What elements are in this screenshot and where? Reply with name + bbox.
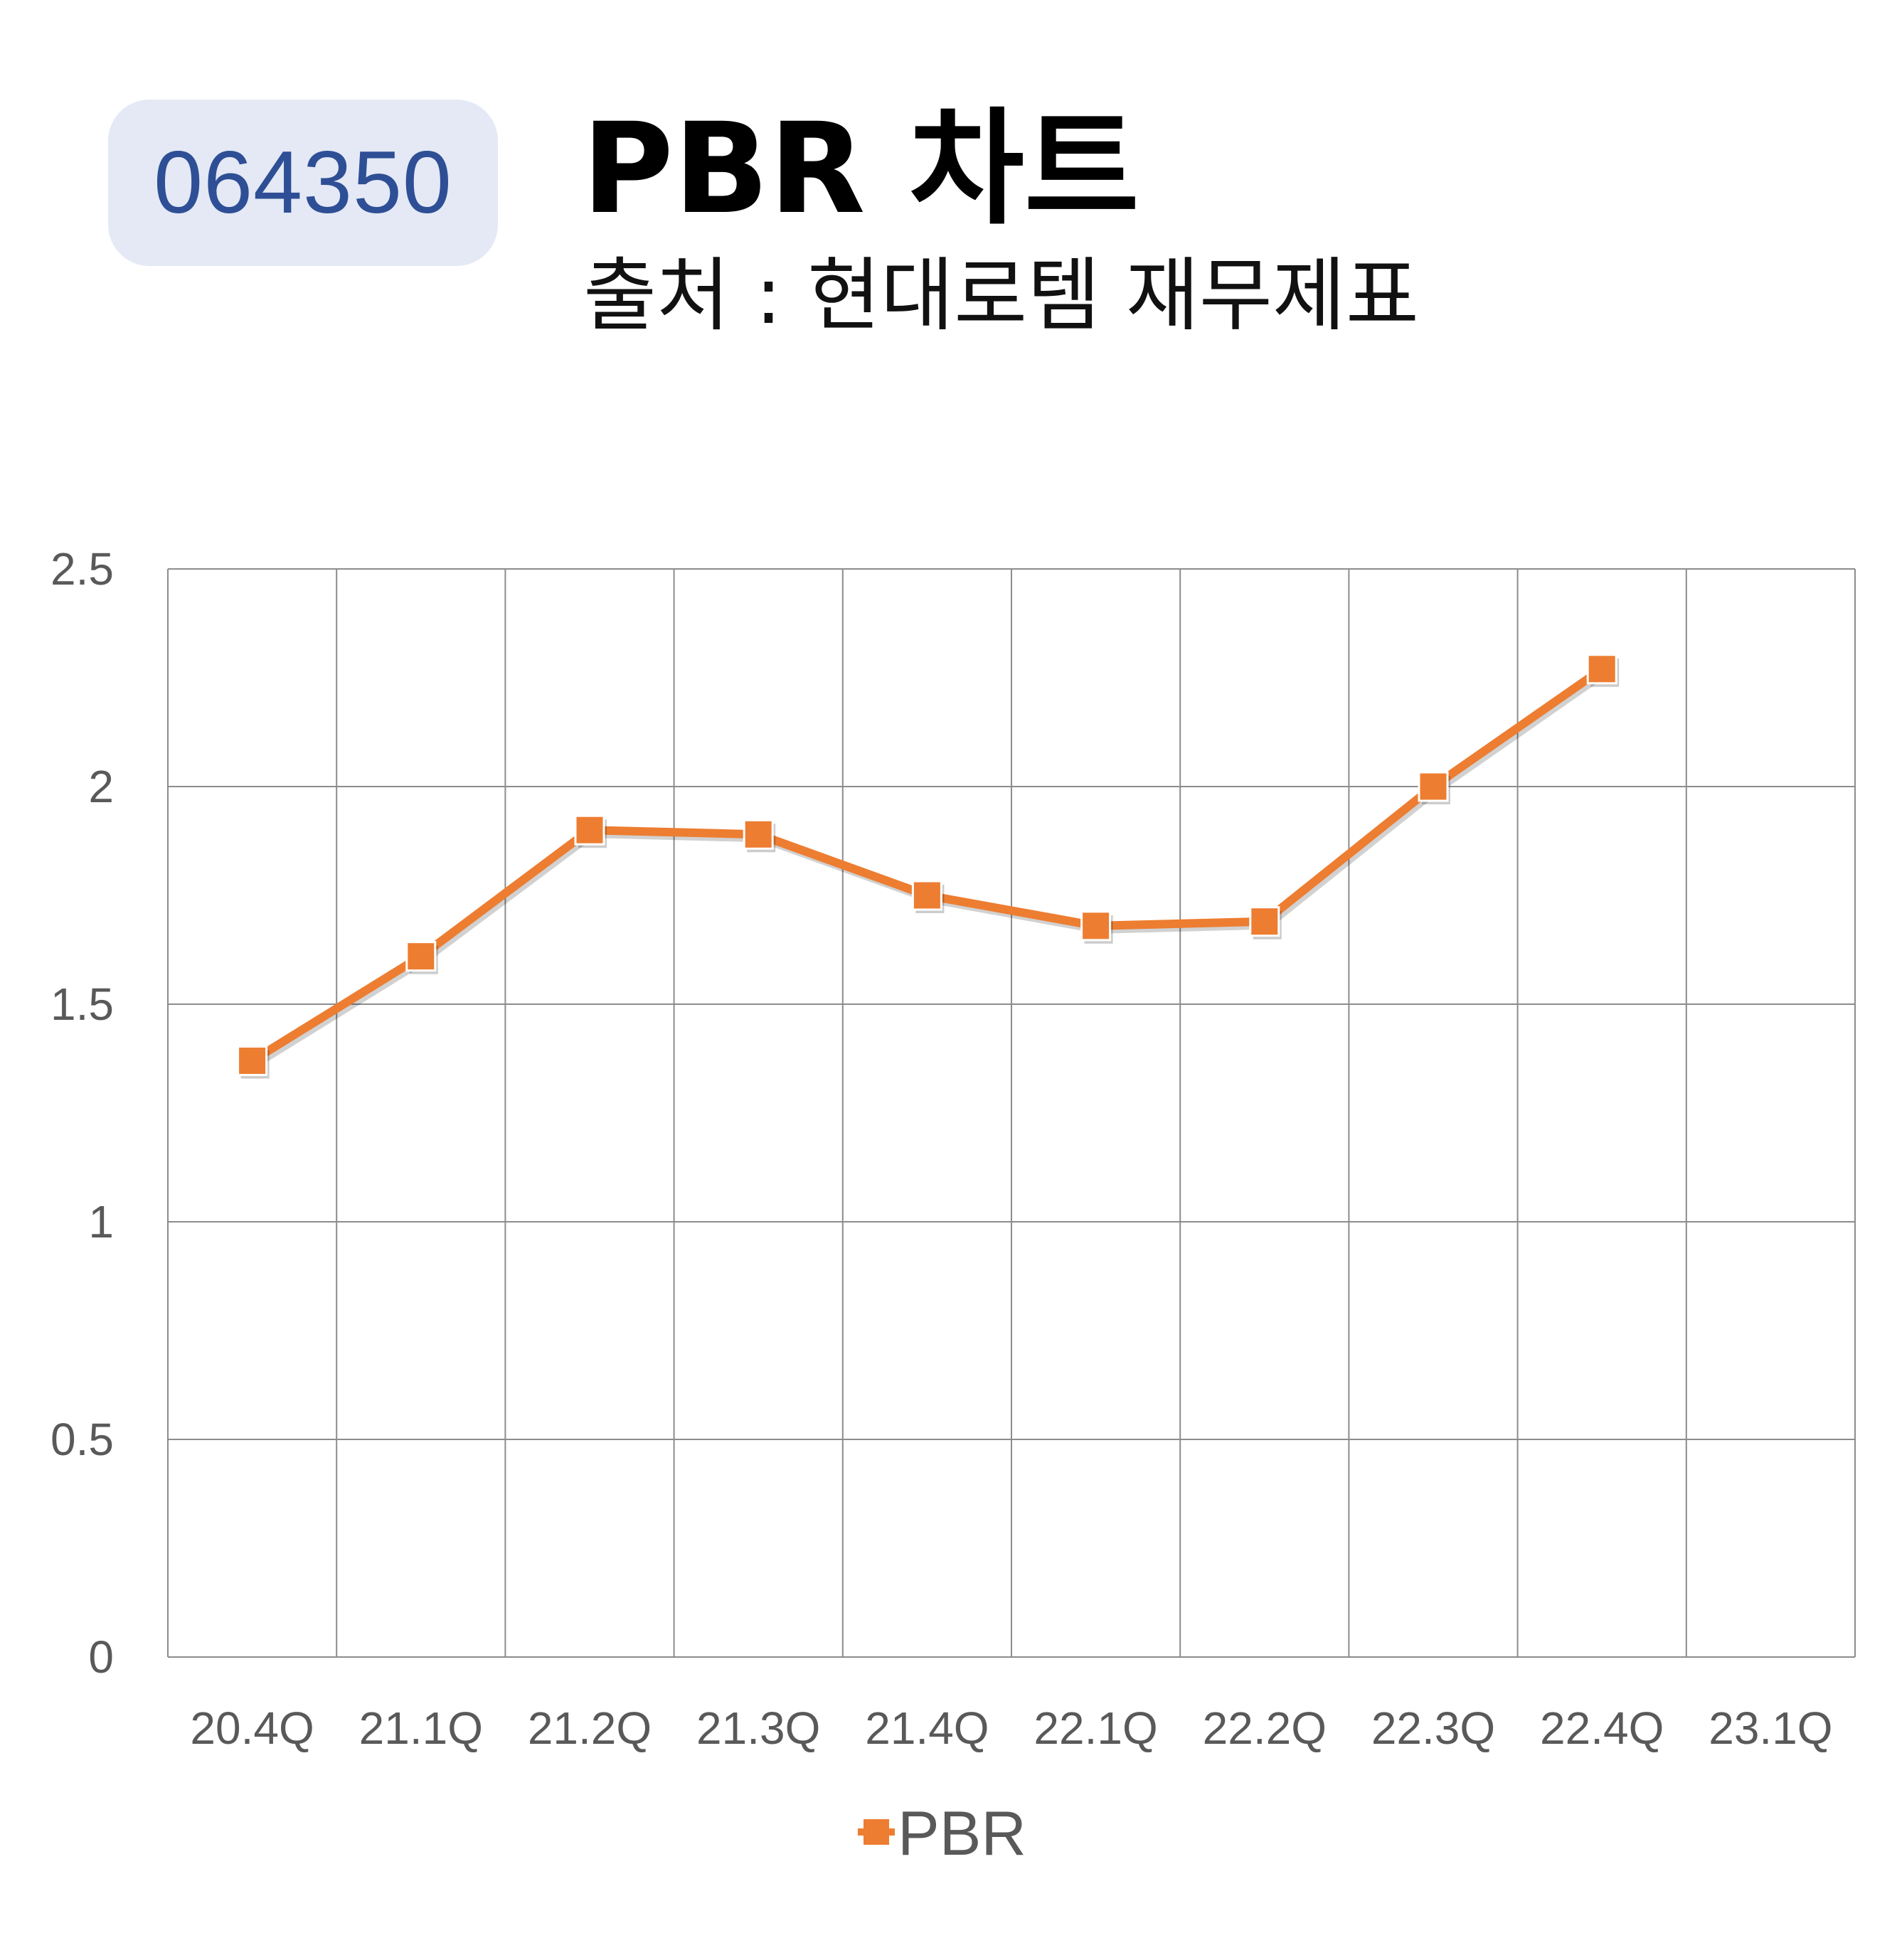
legend: PBR <box>858 1798 1026 1868</box>
y-tick-label: 1 <box>88 1196 114 1247</box>
data-point-marker <box>1418 771 1449 802</box>
data-point-marker <box>574 814 605 846</box>
x-tick-label: 21.3Q <box>696 1703 820 1754</box>
y-tick-label: 0.5 <box>51 1414 114 1465</box>
stock-code-badge: 064350 <box>108 100 498 266</box>
y-axis-ticks: 0 0.5 1 1.5 2 2.5 <box>51 543 114 1683</box>
data-point-marker <box>743 819 774 850</box>
y-tick-label: 2.5 <box>51 543 114 595</box>
series-line <box>248 664 1607 1065</box>
chart-title: PBR 차트 <box>582 96 1139 242</box>
data-point-marker <box>405 941 437 972</box>
x-tick-label: 22.3Q <box>1371 1703 1495 1754</box>
data-point-marker <box>1249 906 1280 937</box>
data-point-marker <box>911 880 942 911</box>
data-point-marker <box>1080 910 1112 942</box>
x-tick-label: 22.1Q <box>1033 1703 1157 1754</box>
legend-label: PBR <box>898 1798 1026 1868</box>
series-line-shadow <box>253 669 1608 1068</box>
x-tick-label: 21.4Q <box>865 1703 989 1754</box>
x-tick-label: 21.1Q <box>359 1703 483 1754</box>
y-tick-label: 0 <box>88 1631 114 1683</box>
x-tick-label: 22.4Q <box>1540 1703 1664 1754</box>
y-tick-label: 2 <box>88 761 114 812</box>
chart-subtitle: 출처 : 현대로템 재무제표 <box>583 250 1419 342</box>
grid-lines <box>167 568 1856 1658</box>
x-tick-label: 21.2Q <box>528 1703 652 1754</box>
data-point-marker <box>1586 654 1617 685</box>
x-tick-label: 20.4Q <box>190 1703 314 1754</box>
x-axis-ticks: 20.4Q 21.1Q 21.2Q 21.3Q 21.4Q 22.1Q 22.2Q 22.3Q… <box>190 1703 1832 1754</box>
data-point-marker <box>237 1045 268 1077</box>
y-tick-label: 1.5 <box>51 979 114 1030</box>
x-tick-label: 22.2Q <box>1203 1703 1327 1754</box>
legend-marker <box>864 1819 889 1845</box>
x-tick-label: 23.1Q <box>1709 1703 1832 1754</box>
series-pbr <box>237 654 1620 1079</box>
